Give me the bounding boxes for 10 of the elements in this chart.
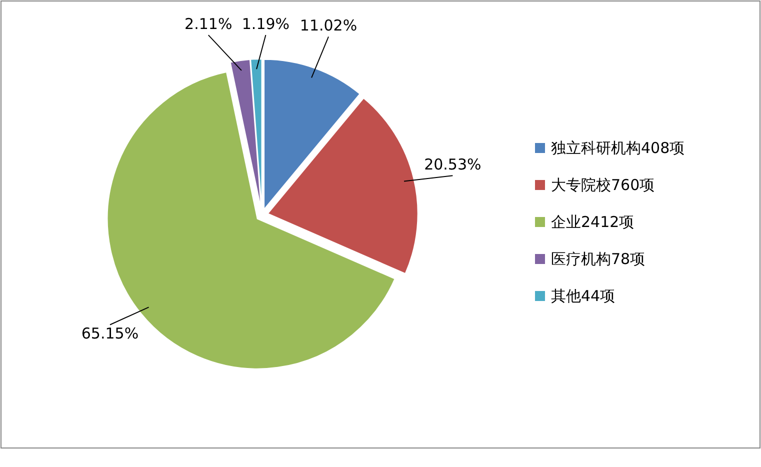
data-label: 1.19%: [242, 15, 290, 34]
data-label: 11.02%: [300, 16, 358, 35]
legend-label: 其他44项: [551, 287, 616, 305]
data-label: 20.53%: [424, 156, 482, 174]
data-label: 65.15%: [81, 324, 139, 343]
legend-label: 医疗机构78项: [551, 250, 646, 268]
legend-label: 企业2412项: [551, 213, 634, 231]
data-label: 2.11%: [184, 15, 232, 34]
legend-label: 大专院校760项: [551, 176, 655, 194]
legend-label: 独立科研机构408项: [551, 139, 685, 157]
